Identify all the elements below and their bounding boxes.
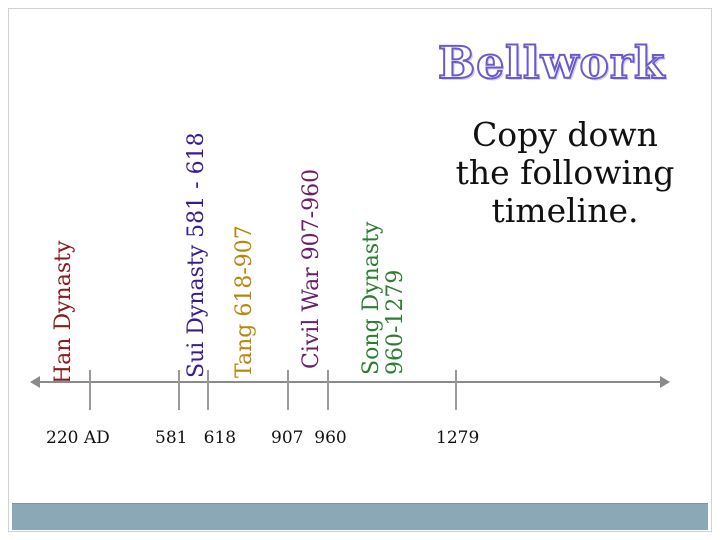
- timeline-tick: [178, 370, 180, 410]
- instructions-line-1: Copy down: [472, 115, 658, 154]
- instructions-line-2: the following: [455, 153, 675, 192]
- timeline-tick: [287, 370, 289, 410]
- event-label-song-line-1: Song Dynasty: [359, 221, 384, 375]
- instructions-text: Copy down the following timeline.: [452, 116, 678, 230]
- timeline-tick: [89, 370, 91, 410]
- slide-title: Bellwork: [437, 37, 666, 90]
- date-label-581-618: 581 618: [155, 428, 237, 448]
- event-label-han: Han Dynasty: [51, 240, 76, 384]
- event-label-sui: Sui Dynasty 581 - 618: [184, 132, 209, 378]
- arrow-left-icon: [30, 376, 40, 388]
- event-label-song: Song Dynasty 960-1279: [359, 221, 408, 375]
- date-label-220: 220 AD: [46, 428, 110, 448]
- arrow-right-icon: [660, 376, 670, 388]
- timeline-tick: [327, 370, 329, 410]
- date-label-907-960: 907 960: [271, 428, 347, 448]
- footer-bar: [12, 503, 708, 530]
- date-label-1279: 1279: [436, 428, 480, 448]
- timeline-tick: [455, 370, 457, 410]
- event-label-tang: Tang 618-907: [232, 225, 257, 378]
- event-label-song-line-2: 960-1279: [383, 269, 408, 375]
- event-label-civil-war: Civil War 907-960: [299, 168, 324, 369]
- timeline-axis: [36, 381, 662, 383]
- instructions-line-3: timeline.: [491, 191, 639, 230]
- timeline-tick: [207, 370, 209, 410]
- slide-frame: [8, 8, 712, 532]
